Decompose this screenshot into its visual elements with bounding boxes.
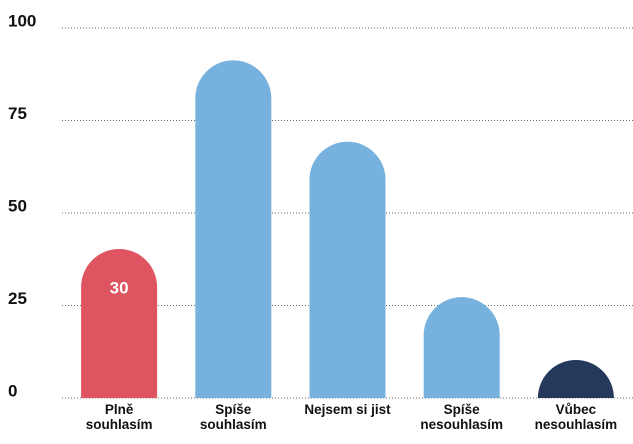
bar: [309, 141, 386, 398]
y-tick-label: 25: [8, 289, 27, 308]
bar: [81, 249, 158, 398]
bar: [195, 60, 272, 399]
x-tick-label: Plně souhlasím: [85, 402, 153, 432]
x-tick-label: Spíše souhlasím: [199, 402, 267, 432]
y-tick-label: 75: [8, 104, 27, 123]
y-tick-label: 50: [8, 196, 27, 215]
x-tick-label: Vůbec nesouhlasím: [534, 402, 618, 432]
value-label: 30: [110, 278, 129, 297]
y-tick-label: 0: [8, 381, 17, 400]
bar: [423, 297, 500, 398]
x-tick-label: Nejsem si jist: [304, 402, 391, 417]
bar: [537, 360, 614, 398]
y-tick-label: 100: [8, 11, 36, 30]
x-tick-label: Spíše nesouhlasím: [420, 402, 503, 432]
